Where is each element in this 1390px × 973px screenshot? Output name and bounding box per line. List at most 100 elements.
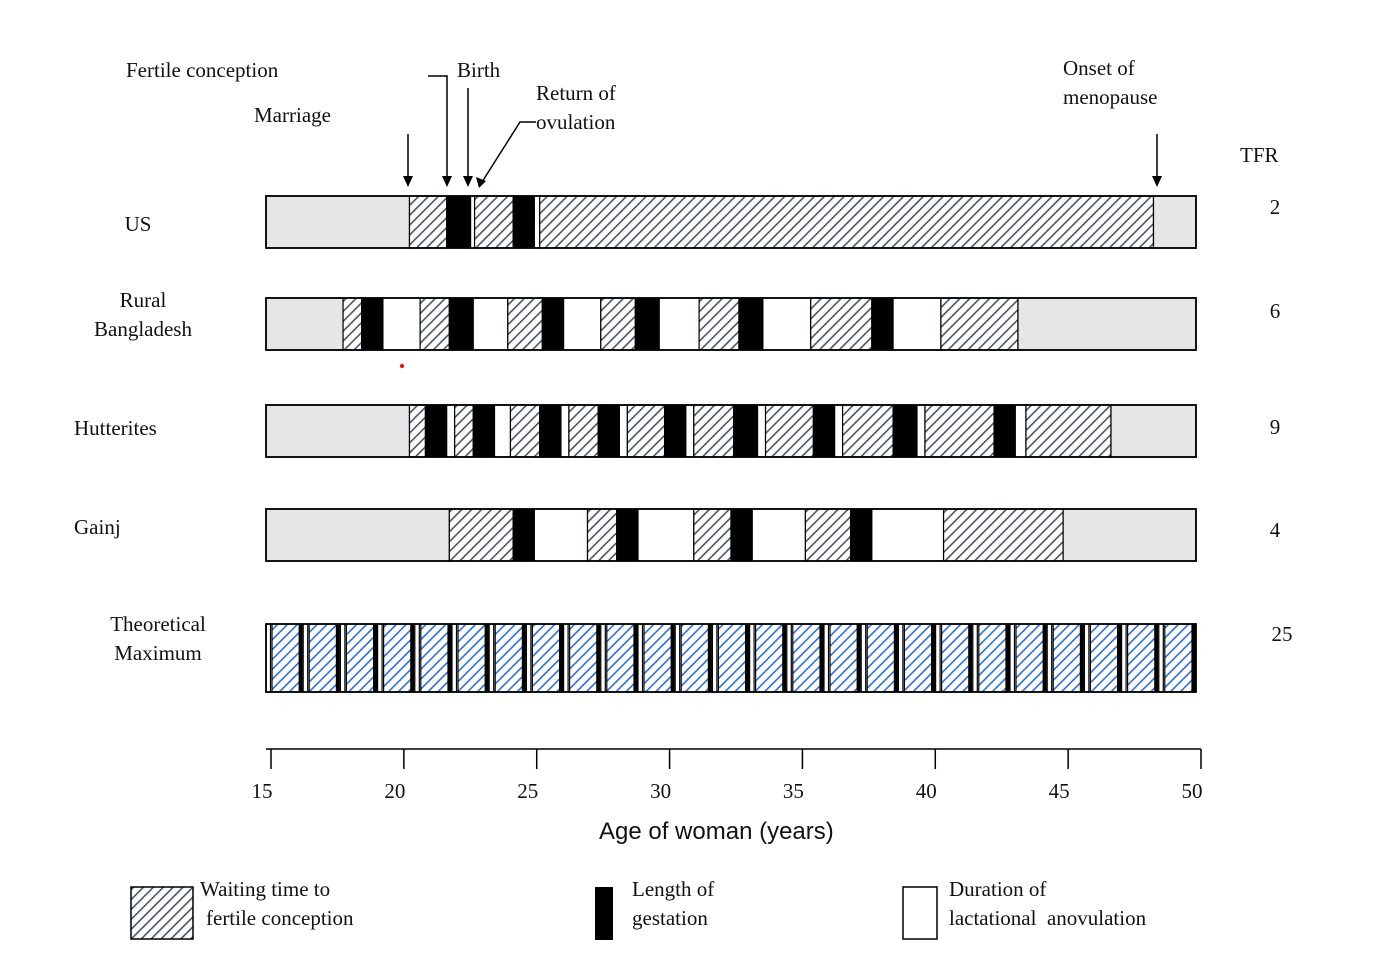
segment-lactation <box>674 623 681 693</box>
segment-lactation <box>533 195 541 249</box>
segment-waiting <box>408 195 448 249</box>
segment-waiting <box>693 508 732 562</box>
segment-lactation <box>756 404 767 458</box>
segment-waiting <box>1126 623 1156 693</box>
segment-waiting <box>419 297 450 351</box>
segment-lactation <box>1014 404 1027 458</box>
segment-lactation <box>972 623 978 693</box>
segment-waiting <box>924 404 995 458</box>
segment-waiting <box>764 404 814 458</box>
x-tick-label: 35 <box>783 779 804 803</box>
segment-gestation <box>857 624 861 692</box>
segment-lactation <box>302 623 309 693</box>
segment-lactation <box>451 623 458 693</box>
segment-gestation <box>559 624 564 692</box>
segment-waiting <box>978 623 1007 693</box>
segment-waiting <box>1015 623 1044 693</box>
segment-gestation <box>1080 624 1084 692</box>
segment-gestation <box>812 404 836 458</box>
segment-gestation <box>871 297 894 351</box>
segment-lactation <box>748 623 755 693</box>
segment-pre <box>1062 508 1197 562</box>
segment-gestation <box>410 624 415 692</box>
segment-waiting <box>271 623 300 693</box>
row-label-theoretical: Theoretical Maximum <box>93 610 223 668</box>
legend-line: lactational anovulation <box>949 906 1147 930</box>
segment-gestation <box>361 297 384 351</box>
segment-lactation <box>685 404 695 458</box>
segment-lactation <box>637 623 644 693</box>
tfr-value-bangladesh: 6 <box>1269 299 1281 323</box>
segment-gestation <box>541 297 565 351</box>
segment-gestation <box>1154 624 1159 692</box>
segment-waiting <box>539 195 1155 249</box>
timeline-bar-outline <box>265 508 1197 562</box>
segment-lactation <box>1046 623 1053 693</box>
segment-waiting <box>383 623 412 693</box>
timeline-row <box>265 195 1197 249</box>
return-ovulation-label-line2: ovulation <box>536 110 616 134</box>
segment-gestation <box>448 624 452 692</box>
menopause-label-line1: Onset of <box>1063 56 1135 80</box>
segment-lactation <box>934 623 941 693</box>
segment-lactation <box>786 623 792 693</box>
x-tick-label: 20 <box>384 779 405 803</box>
segment-lactation <box>525 623 532 693</box>
segment-pre <box>1017 297 1197 351</box>
segment-gestation <box>671 624 675 692</box>
segment-lactation <box>600 623 606 693</box>
segment-gestation <box>336 624 340 692</box>
segment-waiting <box>829 623 858 693</box>
segment-waiting <box>1164 623 1193 693</box>
segment-gestation <box>993 404 1016 458</box>
segment-lactation <box>533 508 589 562</box>
segment-gestation <box>299 624 303 692</box>
segment-waiting <box>473 195 514 249</box>
segment-gestation <box>738 297 764 351</box>
timeline-bar-outline <box>265 195 1197 249</box>
segment-waiting <box>408 404 427 458</box>
segment-waiting <box>457 623 486 693</box>
segment-gestation <box>1117 624 1122 692</box>
segment-waiting <box>420 623 449 693</box>
segment-waiting <box>810 297 873 351</box>
segment-gestation <box>634 624 638 692</box>
timeline-row <box>265 623 1197 693</box>
x-tick-label: 45 <box>1049 779 1070 803</box>
segment-lactation <box>618 404 628 458</box>
row-label-bangladesh: Rural Bangladesh <box>78 286 208 344</box>
legend-line: Waiting time to <box>200 877 331 901</box>
tfr-value-us: 2 <box>1269 195 1281 219</box>
segment-pre <box>265 508 450 562</box>
segment-lactation <box>377 623 383 693</box>
segment-gestation <box>782 624 787 692</box>
segment-lactation <box>834 404 844 458</box>
marriage-arrowhead <box>403 176 413 187</box>
timeline-bar-outline <box>265 404 1197 458</box>
segment-gestation <box>539 404 562 458</box>
segment-lactation <box>1120 623 1127 693</box>
segment-waiting <box>804 508 852 562</box>
segment-lactation <box>637 508 695 562</box>
return-ovulation-arrow <box>481 121 536 183</box>
segment-gestation <box>485 624 489 692</box>
segment-waiting <box>903 623 933 693</box>
segment-gestation <box>849 508 873 562</box>
segment-lactation <box>446 404 456 458</box>
segment-gestation <box>634 297 660 351</box>
segment-pre <box>265 404 411 458</box>
segment-waiting <box>693 404 735 458</box>
segment-gestation <box>512 508 535 562</box>
segment-gestation <box>1006 624 1010 692</box>
segment-gestation <box>663 404 687 458</box>
segment-gestation <box>1192 624 1196 692</box>
segment-waiting <box>643 623 672 693</box>
annotation-arrows <box>403 75 1162 188</box>
menopause-label-line2: menopause <box>1063 85 1158 109</box>
return-ovulation-arrowhead <box>476 177 486 188</box>
segment-lactation <box>860 623 867 693</box>
segment-waiting <box>940 297 1019 351</box>
segment-waiting <box>626 404 666 458</box>
timeline-row <box>265 508 1197 562</box>
